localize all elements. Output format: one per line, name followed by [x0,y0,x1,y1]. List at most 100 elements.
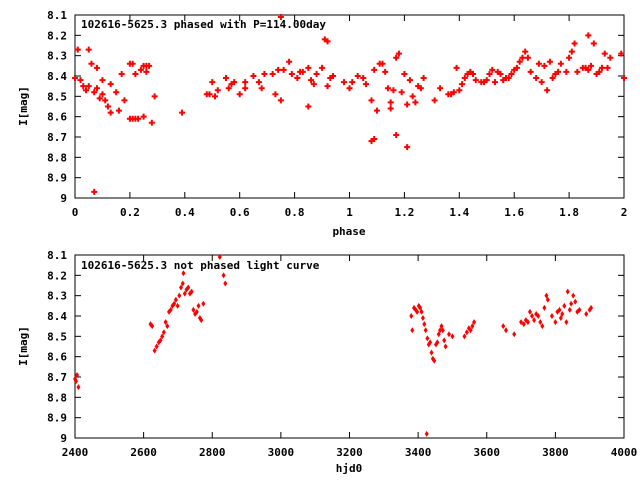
phased-data-point [494,68,501,75]
unphased-data-point [440,327,445,334]
phased-data-point [604,64,611,71]
phased-data-point [368,97,375,104]
phased-data-point [568,48,575,55]
unphased-data-point [419,308,424,315]
unphased-data-point [503,327,508,334]
phased-data-point [228,81,235,88]
unphased-x-axis-label: hjd0 [336,462,363,475]
unphased-y-tick-label: 8.8 [47,391,67,404]
phased-data-point [288,70,295,77]
unphased-data-point [571,292,576,299]
phased-x-tick-label: 0.6 [230,206,250,219]
unphased-data-point [172,300,177,307]
unphased-data-point [521,321,526,328]
phased-data-point [371,136,378,143]
phased-x-tick-label: 1.4 [449,206,469,219]
unphased-data-point [425,335,430,342]
unphased-data-point [564,319,569,326]
unphased-x-tick-label: 4000 [611,446,638,459]
phased-x-tick-label: 0.2 [120,206,140,219]
phased-data-point [104,103,111,110]
phased-y-tick-label: 8.8 [47,151,67,164]
unphased-data-point [168,306,173,313]
unphased-data-point [150,323,155,330]
phased-data-point [472,77,479,84]
unphased-x-tick-label: 2600 [130,446,157,459]
phased-data-point [211,93,218,100]
phased-data-point [393,131,400,138]
phased-y-tick-label: 8.5 [47,90,67,103]
phased-data-point [327,75,334,82]
unphased-data-point [557,306,562,313]
unphased-y-tick-label: 8.3 [47,290,67,303]
phased-data-point [206,91,213,98]
unphased-data-point [179,284,184,291]
phased-data-point [481,79,488,86]
unphased-data-point [161,329,166,336]
phased-data-point [321,36,328,43]
phased-data-point [607,54,614,61]
unphased-data-point [199,317,204,324]
unphased-data-point [589,304,594,311]
phased-data-point [231,79,238,86]
phased-data-point [294,75,301,82]
unphased-data-point [447,331,452,338]
unphased-data-point [435,339,440,346]
phased-data-point [77,77,84,84]
phased-data-point [585,32,592,39]
unphased-data-point [536,313,541,319]
unphased-data-point [436,331,441,338]
unphased-data-point [196,302,201,309]
phased-data-point [489,66,496,73]
phased-data-point [275,66,282,73]
unphased-data-point [438,327,443,334]
unphased-data-point [549,313,554,319]
unphased-data-point [428,339,433,346]
phased-data-point [93,85,100,92]
unphased-data-point [577,306,582,313]
unphased-y-tick-label: 8.1 [47,249,67,262]
phased-data-point [272,91,279,98]
phased-data-point [277,97,284,104]
phased-data-point [464,70,471,77]
phased-data-point [299,68,306,75]
phased-data-point [511,66,518,73]
phased-x-tick-label: 0.4 [175,206,195,219]
unphased-data-point [443,343,448,350]
phased-data-point [146,62,153,69]
unphased-data-point [75,371,80,378]
phased-data-point [505,75,512,82]
phased-data-point [527,68,534,75]
unphased-y-tick-label: 8.7 [47,371,67,384]
phased-x-tick-label: 0 [72,206,79,219]
phased-data-point [99,77,106,84]
phased-data-point [470,70,477,77]
phased-data-point [590,40,597,47]
phased-data-point [250,73,257,79]
phased-data-point [277,14,284,21]
unphased-data-point [470,323,475,330]
phased-data-point [618,50,625,57]
phased-data-point [404,101,411,108]
phased-data-point [179,109,186,116]
unphased-data-point [532,317,537,324]
phased-data-point [99,91,106,98]
phased-data-point [209,79,216,86]
unphased-data-point [409,313,414,319]
unphased-x-tick-label: 3800 [542,446,569,459]
unphased-data-point [158,337,163,344]
unphased-data-point [530,313,535,319]
phased-data-point [346,85,353,92]
phased-data-point [552,70,559,77]
phased-y-tick-label: 8.2 [47,29,67,42]
phased-y-tick-label: 8.7 [47,131,67,144]
unphased-y-tick-label: 8.4 [47,310,67,323]
phased-data-point [118,70,125,77]
phased-data-point [538,79,545,86]
phased-y-tick-label: 8.9 [47,172,67,185]
phased-data-point [401,70,408,77]
phased-y-tick-label: 9 [60,192,67,205]
phased-data-point [549,75,556,82]
phased-data-point [225,85,232,92]
phased-data-point [582,64,589,71]
